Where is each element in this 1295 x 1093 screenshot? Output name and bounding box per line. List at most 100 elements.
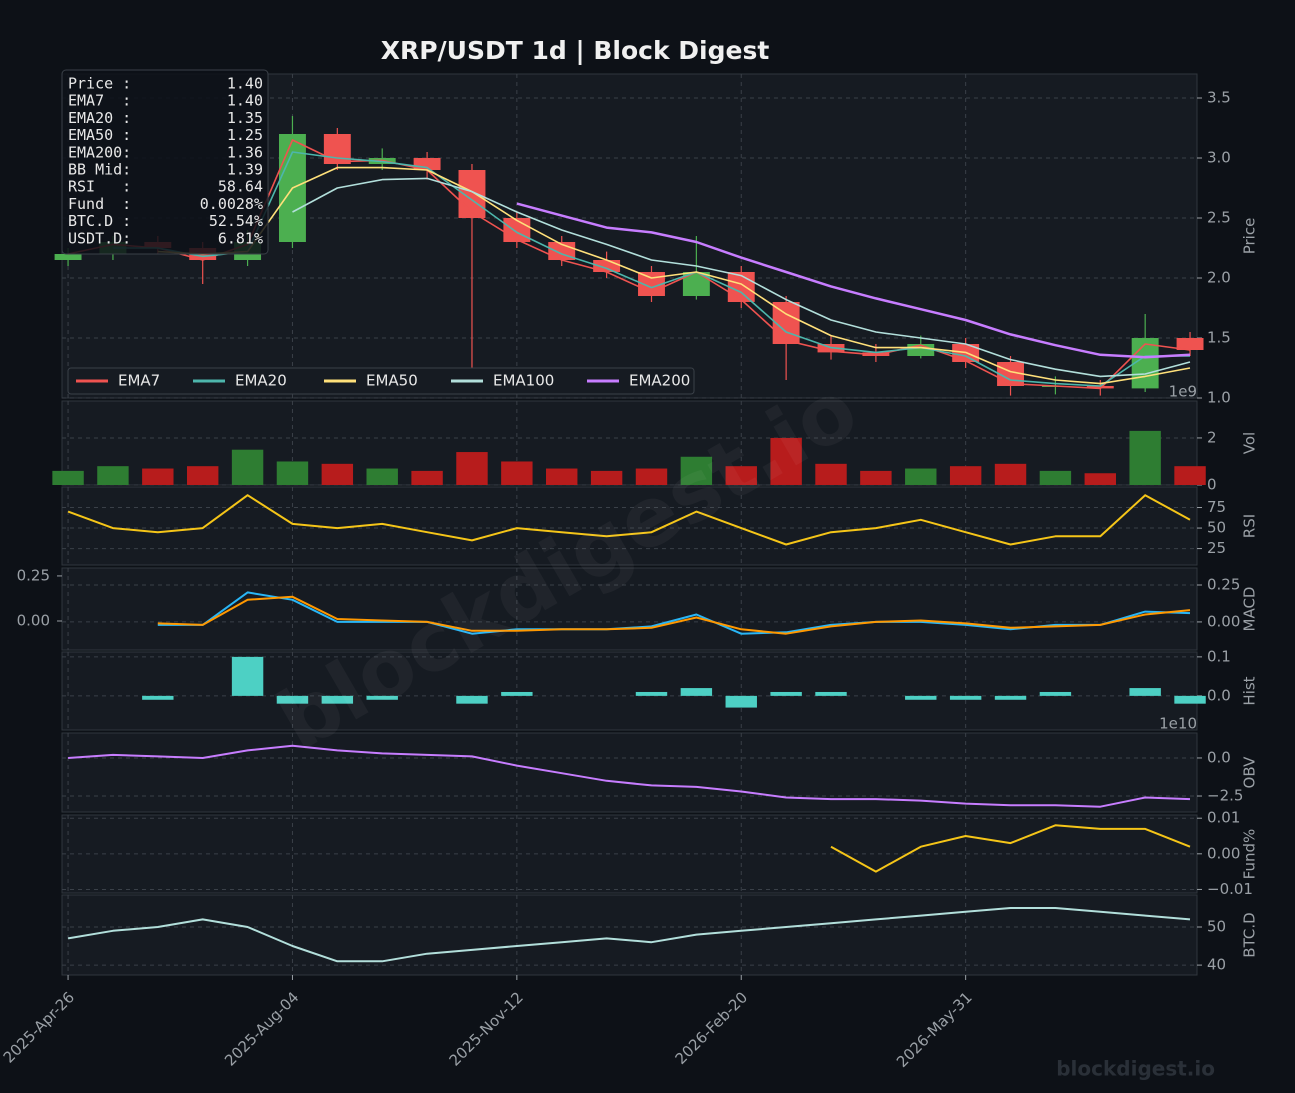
info-label: BTC.D :: [68, 212, 131, 230]
series-line: [157, 595, 1191, 635]
y-axis-label: MACD: [1241, 587, 1259, 632]
bar: [770, 437, 802, 485]
bar: [725, 695, 757, 708]
y2-tick-label: 0.00: [17, 611, 50, 629]
panel: [61, 567, 1198, 651]
bar: [860, 470, 892, 485]
bar: [949, 695, 982, 700]
series-line: [292, 177, 1191, 378]
y-tick-label: 0: [1207, 476, 1217, 494]
bar: [501, 691, 533, 696]
y2-tick-label: 0.25: [17, 566, 50, 584]
info-box-frame: [61, 69, 269, 255]
y-tick-label: 0.1: [1207, 647, 1231, 665]
bar: [186, 466, 219, 485]
bar: [590, 470, 623, 485]
bar: [97, 466, 129, 485]
bar: [1039, 470, 1072, 485]
info-value: 52.54%: [209, 212, 263, 230]
bar: [321, 463, 354, 485]
bar: [501, 461, 533, 485]
bar: [815, 463, 847, 485]
info-value: 1.25: [227, 126, 263, 144]
panel: [61, 486, 1198, 566]
info-label: EMA7 :: [68, 92, 131, 110]
bar: [52, 470, 84, 485]
info-label: Fund :: [68, 195, 131, 213]
y-tick-label: 0.00: [1207, 612, 1240, 630]
info-label: BB Mid:: [68, 161, 131, 179]
candle-body: [54, 254, 82, 260]
chart-title: XRP/USDT 1d | Block Digest: [381, 36, 770, 65]
info-label: RSI :: [68, 178, 131, 196]
info-value: 1.36: [227, 143, 263, 161]
y-tick-label: 1.0: [1207, 389, 1231, 407]
y-tick-label: 3.5: [1207, 89, 1231, 107]
y-axis-label: BTC.D: [1241, 912, 1259, 957]
bar: [411, 470, 443, 485]
y-tick-label: 3.0: [1207, 149, 1231, 167]
legend-label: EMA7: [118, 372, 160, 390]
info-label: EMA50 :: [68, 126, 131, 144]
bar: [276, 695, 309, 704]
y-tick-label: 2: [1207, 428, 1217, 446]
candle-body: [727, 272, 755, 302]
footer-brand: blockdigest.io: [1056, 1057, 1215, 1081]
info-label: Price :: [68, 75, 131, 93]
y-axis-label: Vol: [1241, 432, 1259, 454]
bar: [142, 695, 174, 700]
y-axis-label: Hist: [1241, 676, 1259, 705]
y-tick-label: −2.5: [1207, 787, 1243, 805]
info-value: 1.35: [227, 109, 263, 127]
bar: [680, 456, 713, 485]
bar: [994, 463, 1027, 485]
info-value: 1.40: [227, 75, 263, 93]
y-tick-label: 2.0: [1207, 269, 1231, 287]
bar: [770, 691, 802, 696]
bar: [1174, 466, 1206, 485]
y-axis-label: OBV: [1241, 756, 1259, 789]
y-tick-label: 0.01: [1207, 809, 1240, 827]
y-tick-label: 2.5: [1207, 209, 1231, 227]
y-tick-label: 40: [1207, 956, 1226, 974]
y-tick-label: −0.01: [1207, 880, 1253, 898]
y-tick-label: 1.5: [1207, 329, 1231, 347]
info-label: USDT.D:: [68, 229, 131, 247]
info-value: 0.0028%: [200, 195, 263, 213]
bar: [905, 468, 937, 485]
candle-body: [772, 302, 800, 344]
bar: [1129, 430, 1161, 485]
candle-body: [1176, 338, 1204, 350]
bar: [546, 468, 578, 485]
y-axis-label: Price: [1241, 218, 1259, 255]
bar: [456, 695, 488, 704]
info-box: Price : 1.40 EMA7 : 1.40 EMA20 : 1.35 EMA50 : 1…: [61, 69, 269, 255]
bar: [994, 695, 1027, 700]
y-tick-label: 25: [1207, 539, 1226, 557]
y-axis-label: Fund%: [1241, 829, 1259, 880]
offset-label: 1e9: [1169, 383, 1197, 401]
series-line: [830, 824, 1191, 873]
legend-label: EMA100: [493, 372, 554, 390]
legend: EMA7 EMA20 EMA50 EMA100 EMA200: [67, 367, 695, 395]
series-line: [516, 202, 1191, 359]
bar: [949, 466, 982, 485]
series-line: [68, 744, 1191, 808]
info-value: 1.39: [227, 161, 263, 179]
y-axis-label: RSI: [1241, 514, 1259, 538]
bar: [1084, 473, 1116, 485]
legend-label: EMA200: [629, 372, 690, 390]
bar: [635, 691, 668, 696]
bar: [680, 688, 713, 696]
legend-frame: [67, 367, 695, 395]
info-label: EMA20 :: [68, 109, 131, 127]
y-tick-label: 50: [1207, 519, 1226, 537]
bar: [276, 461, 309, 485]
bar: [1039, 691, 1072, 696]
series-line: [67, 494, 1191, 546]
y-tick-label: 75: [1207, 498, 1226, 516]
bar: [1129, 688, 1161, 696]
offset-label: 1e10: [1159, 715, 1197, 733]
